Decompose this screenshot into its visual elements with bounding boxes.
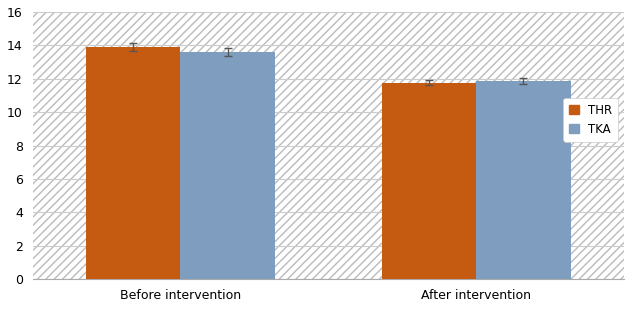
- Bar: [180, 52, 275, 279]
- Bar: [382, 83, 476, 279]
- Legend: THR, TKA: THR, TKA: [563, 98, 618, 142]
- Bar: [476, 81, 571, 279]
- Bar: [86, 47, 180, 279]
